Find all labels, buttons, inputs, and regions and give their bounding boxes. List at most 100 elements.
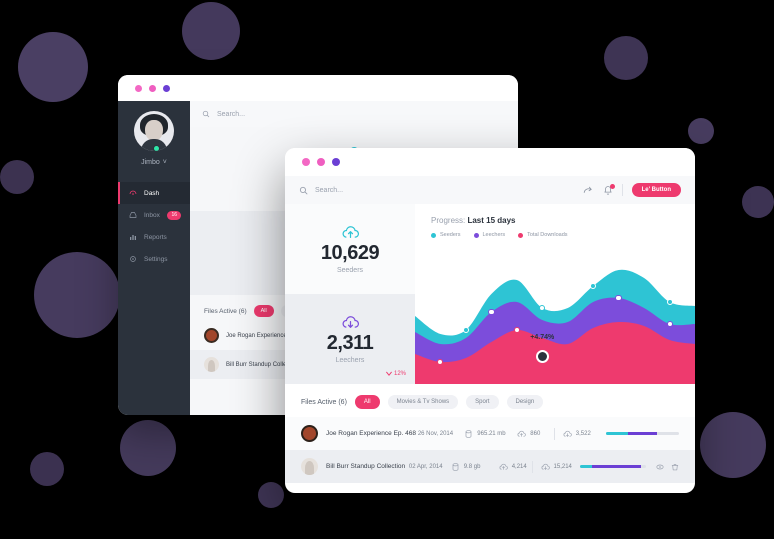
chart-title-range: Last 15 days [467, 216, 516, 225]
chart-svg [415, 269, 695, 384]
bg-nav: Dash Inbox 16 Reports Settings [118, 182, 190, 270]
bg-search-placeholder: Search... [217, 110, 246, 118]
file-size-cell: 9.8 gb [452, 462, 499, 471]
legend-swatch [431, 232, 436, 238]
search-input[interactable]: Search... [299, 186, 583, 195]
stat-card-leechers: 2,311 Leechers 12% [285, 294, 415, 384]
files-section: Files Active (6) All Movies & Tv Shows S… [285, 384, 695, 409]
traffic-dot-close[interactable] [302, 158, 310, 166]
chart-data-point[interactable] [437, 359, 444, 365]
database-icon [452, 462, 459, 471]
search-placeholder: Search... [315, 186, 344, 194]
stat-value: 2,311 [326, 331, 374, 354]
cloud-down-icon [563, 430, 572, 437]
filter-design[interactable]: Design [506, 395, 544, 409]
file-date: 26 Nov, 2014 [417, 430, 454, 437]
chart-title: Progress: Last 15 days [431, 216, 695, 225]
inbox-icon [129, 212, 137, 218]
traffic-dot-3[interactable] [163, 84, 170, 92]
table-row[interactable]: Joe Rogan Experience Ep. 468 26 Nov, 201… [285, 417, 695, 450]
bg-search-input[interactable]: Search... [202, 110, 506, 118]
traffic-dot-1[interactable] [135, 84, 142, 92]
toolbar: Search... Le' Button [285, 176, 695, 204]
bg-file-name: Joe Rogan Experience Ep. 468 [226, 332, 310, 339]
legend-item-total-downloads[interactable]: Total Downloads [518, 232, 568, 238]
sidebar-item-inbox[interactable]: Inbox 16 [118, 204, 190, 226]
sidebar-item-reports[interactable]: Reports [118, 226, 190, 248]
legend-swatch [518, 232, 524, 238]
toolbar-divider [621, 184, 623, 196]
file-name: Joe Rogan Experience Ep. 468 [326, 430, 416, 437]
file-leechers-cell: 15,214 [541, 463, 574, 471]
progress-segment-purple [627, 432, 657, 435]
traffic-dot-2[interactable] [149, 84, 156, 92]
sidebar-item-label: Settings [144, 255, 168, 263]
chart-legend: Seeders Leechers Total Downloads [431, 232, 695, 238]
trash-icon[interactable] [671, 463, 679, 471]
decor-circle [34, 252, 120, 338]
online-status-dot [153, 145, 160, 151]
decor-circle [0, 160, 34, 194]
legend-label: Seeders [440, 232, 461, 238]
filter-all[interactable]: All [354, 395, 380, 409]
sidebar-item-dash[interactable]: Dash [118, 182, 190, 204]
chart-data-point[interactable] [590, 283, 597, 289]
decor-circle [182, 2, 240, 60]
bg-sidebar: Jimbo ˅ Dash Inbox 16 Reports [118, 101, 190, 415]
bg-username-label: Jimbo [141, 159, 160, 166]
file-thumbnail [204, 328, 219, 343]
avatar-face [145, 120, 163, 141]
filter-sport[interactable]: Sport [466, 395, 499, 409]
row-actions [656, 463, 679, 471]
bg-file-name: Bill Burr Standup Collection [226, 361, 300, 368]
share-icon[interactable] [583, 185, 594, 195]
filter-movies-tv[interactable]: Movies & Tv Shows [387, 395, 459, 409]
sidebar-item-settings[interactable]: Settings [118, 248, 190, 270]
legend-item-seeders[interactable]: Seeders [431, 232, 461, 238]
file-thumbnail [301, 425, 318, 442]
cloud-down-icon [541, 463, 550, 470]
bg-user-block[interactable]: Jimbo ˅ [118, 111, 190, 166]
bg-table-row[interactable]: Joe Rogan Experience Ep. 468 [190, 321, 518, 350]
avatar[interactable] [134, 111, 174, 151]
chart-data-point[interactable] [513, 326, 520, 334]
bg-username[interactable]: Jimbo ˅ [141, 159, 167, 166]
bg-files-title: Files Active (6) [204, 307, 247, 315]
dashboard-window[interactable]: Search... Le' Button 10,629 Seeders 2,31… [285, 148, 695, 493]
chart-data-point[interactable] [666, 299, 673, 305]
sidebar-item-label: Dash [144, 189, 160, 197]
inbox-badge: 16 [167, 210, 181, 220]
traffic-dot-minimize[interactable] [317, 158, 325, 166]
chart-data-point[interactable] [666, 321, 673, 327]
file-seeders-cell: 4,214 [499, 463, 532, 471]
cloud-up-icon [517, 430, 526, 437]
stat-card-seeders: 10,629 Seeders [285, 204, 415, 294]
chart-data-point[interactable] [615, 294, 622, 302]
bell-icon[interactable] [603, 183, 615, 196]
bg-filter-all[interactable]: All [253, 305, 274, 317]
file-thumbnail [301, 458, 318, 475]
chart-point-layer [415, 264, 695, 384]
chart-data-point[interactable] [488, 308, 495, 316]
bg-toolbar: Search... [190, 101, 518, 127]
primary-action-button[interactable]: Le' Button [631, 183, 681, 197]
table-row[interactable]: Bill Burr Standup Collection 02 Apr, 201… [285, 450, 695, 483]
reports-icon [130, 235, 136, 240]
chart-annotation-marker[interactable] [535, 349, 549, 363]
chart-data-point[interactable] [539, 304, 546, 312]
chart-annotation-label: +4.74% [530, 334, 555, 341]
eye-icon[interactable] [656, 463, 664, 471]
file-seeders: 860 [530, 430, 541, 437]
files-header: Files Active (6) All Movies & Tv Shows S… [301, 395, 679, 409]
file-seeders-cell: 860 [517, 430, 554, 438]
search-icon [202, 110, 210, 118]
dash-icon [129, 190, 137, 195]
chart-data-point[interactable] [462, 326, 470, 334]
decor-circle [742, 186, 774, 218]
stats-column: 10,629 Seeders 2,311 Leechers 12% [285, 204, 415, 384]
traffic-dot-maximize[interactable] [332, 158, 340, 166]
bg-titlebar [118, 75, 518, 101]
thumbnail-art [206, 330, 217, 341]
database-icon [465, 429, 472, 438]
legend-item-leechers[interactable]: Leechers [473, 232, 505, 238]
